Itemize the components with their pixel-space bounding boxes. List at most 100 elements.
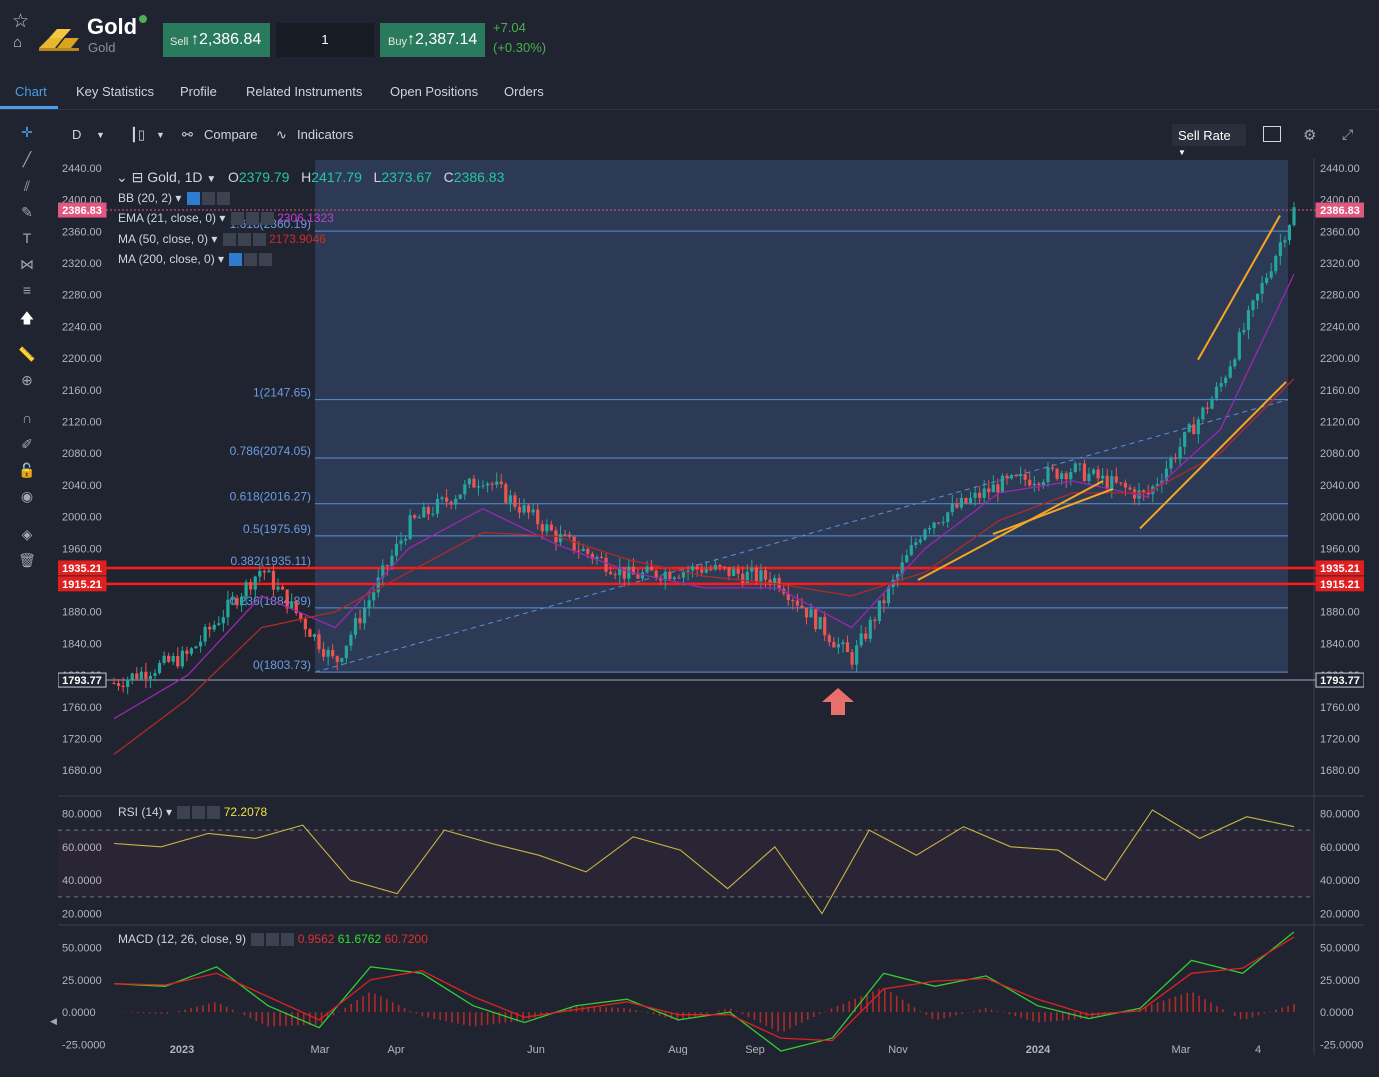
- star-icon[interactable]: ☆: [12, 11, 30, 32]
- ohlc-high: 2417.79: [311, 169, 362, 185]
- candle-body: [485, 483, 490, 486]
- interval-select[interactable]: D: [72, 127, 82, 142]
- eye-icon[interactable]: [229, 253, 243, 267]
- pencil-lock-icon[interactable]: ✐: [21, 436, 33, 452]
- pattern-icon[interactable]: ⋈: [20, 256, 34, 272]
- zoom-icon[interactable]: ⊕: [21, 372, 33, 388]
- candle-body: [1023, 474, 1027, 480]
- candle-body: [203, 626, 207, 642]
- ruler-icon[interactable]: 📏: [18, 346, 36, 362]
- candle-body: [741, 573, 745, 583]
- close-icon[interactable]: [207, 806, 221, 820]
- tab-related-instruments[interactable]: Related Instruments: [246, 84, 363, 99]
- candle-body: [454, 498, 458, 505]
- sell-label: Sell: [170, 36, 189, 48]
- candle-body: [937, 522, 941, 524]
- close-icon[interactable]: [259, 253, 273, 267]
- screenshot-icon[interactable]: [1263, 126, 1281, 142]
- chevron-down-icon[interactable]: ▼: [156, 130, 165, 140]
- gear-icon[interactable]: ⚙: [1303, 127, 1317, 144]
- candle-body: [440, 497, 444, 500]
- eye-icon[interactable]: [186, 192, 200, 206]
- layers-icon[interactable]: ◈: [21, 526, 33, 542]
- candle-body: [499, 481, 503, 485]
- eye-icon[interactable]: ◉: [20, 488, 34, 504]
- chevron-icon[interactable]: ⌄: [116, 169, 128, 185]
- trend-line-icon[interactable]: ╱: [22, 151, 32, 167]
- candle-body: [1050, 467, 1055, 469]
- eye-icon[interactable]: [177, 806, 191, 820]
- collapse-icon[interactable]: ⊟: [131, 169, 144, 185]
- lock-icon[interactable]: 🔓: [18, 462, 36, 478]
- close-icon[interactable]: [260, 212, 274, 226]
- tab-key-statistics[interactable]: Key Statistics: [76, 84, 155, 99]
- close-icon[interactable]: [252, 233, 266, 247]
- candle-body: [850, 652, 854, 665]
- gear-icon[interactable]: [244, 253, 258, 267]
- eye-icon[interactable]: [251, 933, 265, 947]
- compare-button[interactable]: Compare: [204, 127, 258, 142]
- tab-profile[interactable]: Profile: [180, 84, 217, 99]
- gear-icon[interactable]: [245, 212, 259, 226]
- gear-icon[interactable]: [237, 233, 251, 247]
- candle-body: [394, 543, 399, 556]
- sell-button[interactable]: Sell ↑2,386.84: [163, 23, 270, 57]
- candle-type-icon[interactable]: ┃▯: [130, 127, 145, 142]
- candle-body: [1014, 474, 1018, 477]
- rate-select[interactable]: Sell Rate ▼: [1172, 124, 1246, 157]
- candle-body: [221, 617, 225, 624]
- crosshair-icon[interactable]: ✛: [21, 124, 33, 140]
- rsi-axis-tick-left: 60.0000: [62, 842, 102, 854]
- eye-icon[interactable]: [222, 233, 236, 247]
- price-axis-tick: 1760.00: [1320, 702, 1360, 714]
- candle-body: [385, 565, 389, 567]
- chart-area[interactable]: 2440.00 2440.00 2400.00 2400.00 2360.00 2360.…: [50, 158, 1365, 1056]
- magnet-icon[interactable]: ∩: [21, 410, 33, 426]
- candle-body: [171, 656, 175, 662]
- tab-open-positions[interactable]: Open Positions: [390, 84, 479, 99]
- ma50-legend: MA (50, close, 0) ▾ 2173.9046: [118, 232, 326, 247]
- candle-body: [1201, 407, 1205, 420]
- eye-icon[interactable]: [230, 212, 244, 226]
- close-icon[interactable]: [281, 933, 295, 947]
- gear-icon[interactable]: [266, 933, 280, 947]
- candle-body: [987, 488, 991, 493]
- candle-body: [745, 571, 749, 583]
- price-axis-tick: 2320.00: [1320, 258, 1360, 270]
- fullscreen-icon[interactable]: ⤢: [1342, 126, 1354, 142]
- buy-label: Buy: [388, 36, 407, 48]
- candle-body: [390, 555, 394, 567]
- ohlc-open-label: O: [227, 169, 239, 185]
- chevron-down-icon[interactable]: ▼: [96, 130, 105, 140]
- fib-icon[interactable]: ≡: [22, 282, 32, 298]
- candle-body: [900, 562, 904, 574]
- candle-body: [299, 613, 303, 620]
- gear-icon[interactable]: [192, 806, 206, 820]
- compare-icon[interactable]: ⚯: [182, 127, 193, 142]
- indicators-icon[interactable]: ∿: [276, 127, 287, 142]
- price-label-text: 2386.83: [1320, 205, 1360, 217]
- arrow-up-icon[interactable]: 🡅: [19, 310, 35, 326]
- channel-icon[interactable]: ⫽: [23, 178, 31, 194]
- time-axis-tick: 2023: [170, 1044, 194, 1055]
- trash-icon[interactable]: 🗑: [18, 552, 36, 568]
- collapse-arrow-icon[interactable]: ◀: [50, 1016, 57, 1026]
- price-axis-tick-left: 2120.00: [62, 417, 102, 429]
- buy-button[interactable]: Buy ↑2,387.14: [380, 23, 485, 57]
- text-icon[interactable]: T: [22, 230, 32, 246]
- gear-icon[interactable]: [201, 192, 215, 206]
- candle-body: [358, 618, 362, 624]
- brush-icon[interactable]: ✎: [21, 204, 33, 220]
- close-icon[interactable]: [216, 192, 230, 206]
- candle-body: [613, 574, 617, 576]
- tab-chart[interactable]: Chart: [15, 84, 47, 99]
- indicators-button[interactable]: Indicators: [297, 127, 354, 142]
- quantity-input[interactable]: 1: [276, 23, 374, 57]
- tag-icon[interactable]: ⌂: [13, 34, 23, 51]
- chart-canvas[interactable]: 2440.002440.002400.002400.002360.002360.…: [57, 158, 1365, 1056]
- tab-orders[interactable]: Orders: [504, 84, 544, 99]
- price-label-left: [57, 672, 107, 688]
- candle-body: [249, 582, 253, 590]
- candle-body: [531, 509, 535, 513]
- candle-body: [750, 567, 754, 572]
